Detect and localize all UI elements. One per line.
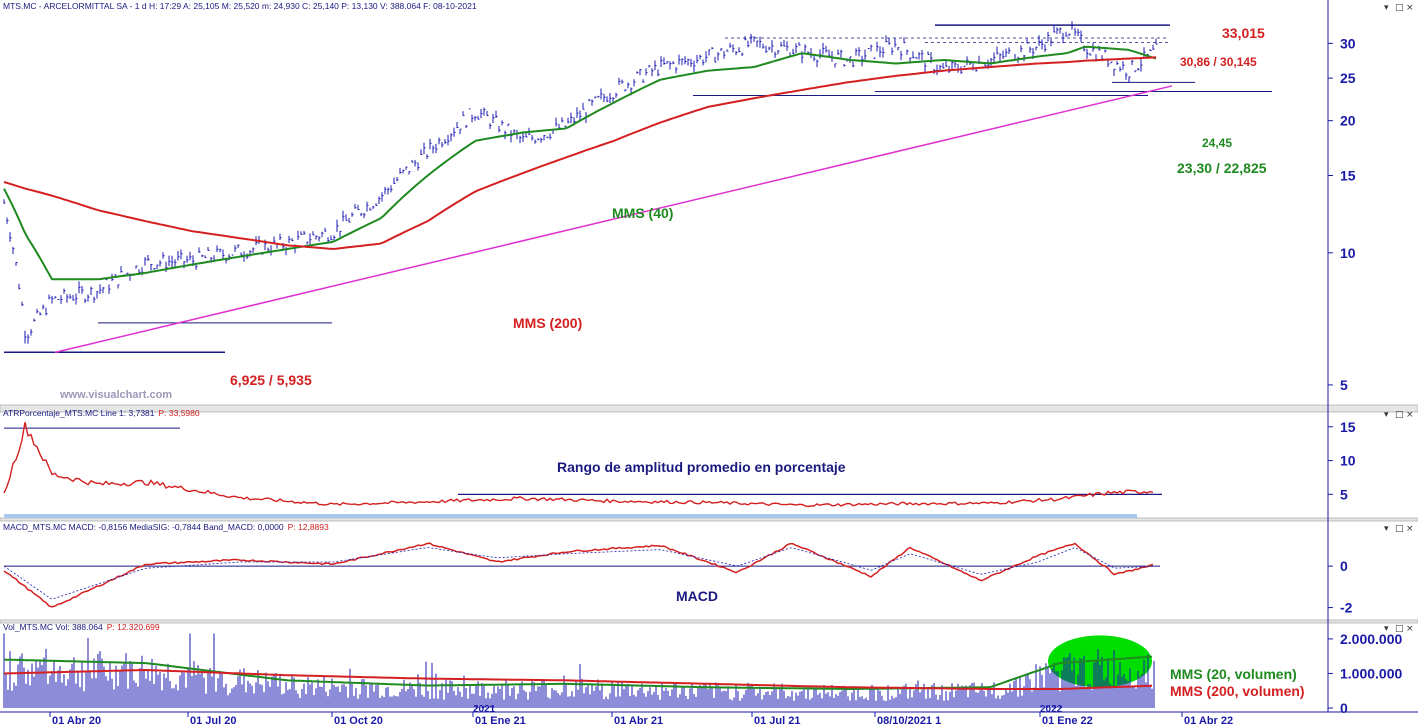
atr-tick-label: 5 <box>1340 486 1348 502</box>
resistance-label: 33,015 <box>1222 25 1265 41</box>
volume-mms200-line <box>3 668 1153 690</box>
panel-divider <box>0 517 1418 522</box>
restore-icon[interactable]: □ <box>1395 624 1404 634</box>
close-icon[interactable]: × <box>1406 524 1414 534</box>
atr-header-p: P: 33,5980 <box>159 408 200 418</box>
volume-mms20-label: MMS (20, volumen) <box>1170 666 1297 682</box>
macd-header-name: MACD_MTS.MC MACD: -0,8156 MediaSIG: -0,7… <box>3 522 284 532</box>
volume-panel-header: Vol_MTS.MC Vol: 388.064 P: 12.320.699 <box>3 622 160 632</box>
x-tick-label: 08/10/2021 1 <box>877 715 941 725</box>
price-tick-label: 15 <box>1340 168 1356 184</box>
volume-tick-label: 2.000.000 <box>1340 631 1402 647</box>
price-tick-label: 25 <box>1340 70 1356 86</box>
macd-tick-label: -2 <box>1340 600 1353 616</box>
year-marker: 2022 <box>1040 704 1063 715</box>
close-icon[interactable]: × <box>1406 624 1414 634</box>
atr-panel-header: ATRPorcentaje_MTS.MC Line 1: 3,7381 P: 33… <box>3 408 200 418</box>
volume-header-p: P: 12.320.699 <box>107 622 160 632</box>
panel-divider <box>0 404 1418 413</box>
atr-header-name: ATRPorcentaje_MTS.MC Line 1: 3,7381 <box>3 408 155 418</box>
restore-icon[interactable]: □ <box>1395 3 1404 13</box>
trendline <box>54 85 1173 354</box>
volume-mms200-label: MMS (200, volumen) <box>1170 683 1305 699</box>
minimize-icon[interactable]: ▾ <box>1384 410 1389 420</box>
volume-tick-label: 0 <box>1340 700 1348 716</box>
x-axis: 01 Abr 20 01 Jul 20 01 Oct 20 01 Ene 21 01 A… <box>49 704 1233 725</box>
price-panel-controls: ▾ □ × <box>1384 3 1414 13</box>
year-marker: 2021 <box>473 704 496 715</box>
atr-panel-controls: ▾ □ × <box>1384 410 1414 420</box>
mms40-label: MMS (40) <box>612 205 673 221</box>
macd-header-p: P: 12,8893 <box>288 522 329 532</box>
x-tick-label: 01 Ene 22 <box>1042 715 1093 725</box>
panel-divider <box>0 619 1418 624</box>
close-icon[interactable]: × <box>1406 3 1414 13</box>
range-top-label: 30,86 / 30,145 <box>1180 55 1257 69</box>
atr-tick-label: 10 <box>1340 453 1356 469</box>
low-label: 6,925 / 5,935 <box>230 372 312 388</box>
close-icon[interactable]: × <box>1406 410 1414 420</box>
macd-panel[interactable] <box>3 542 1160 608</box>
mms200-label: MMS (200) <box>513 315 582 331</box>
watermark: www.visualchart.com <box>59 389 172 401</box>
volume-panel-controls: ▾ □ × <box>1384 624 1414 634</box>
minimize-icon[interactable]: ▾ <box>1384 3 1389 13</box>
volume-mms20-line <box>3 655 1153 690</box>
atr-title: Rango de amplitud promedio en porcentaje <box>557 459 846 475</box>
macd-panel-controls: ▾ □ × <box>1384 524 1414 534</box>
macd-panel-header: MACD_MTS.MC MACD: -0,8156 MediaSIG: -0,7… <box>3 522 329 532</box>
price-tick-label: 5 <box>1340 377 1348 393</box>
price-tick-label: 30 <box>1340 35 1356 51</box>
x-tick-label: 01 Jul 21 <box>754 715 800 725</box>
volume-header-name: Vol_MTS.MC Vol: 388.064 <box>3 622 103 632</box>
atr-line <box>3 422 1154 508</box>
volume-tick-label: 1.000.000 <box>1340 665 1402 681</box>
restore-icon[interactable]: □ <box>1395 524 1404 534</box>
x-tick-label: 01 Ene 21 <box>475 715 526 725</box>
price-panel-header: MTS.MC - ARCELORMITTAL SA - 1 d H: 17:29… <box>3 1 477 11</box>
macd-title: MACD <box>676 588 718 604</box>
x-tick-label: 01 Abr 21 <box>614 715 663 725</box>
signal-line <box>3 547 1154 600</box>
x-tick-label: 01 Abr 22 <box>1184 715 1233 725</box>
mms200-line <box>3 56 1157 250</box>
macd-line <box>3 542 1154 608</box>
y-axes: 5 10 15 20 25 30 5 10 15 -2 0 0 1.000.000 2.000.000 <box>1328 35 1402 716</box>
atr-tick-label: 15 <box>1340 419 1356 435</box>
price-tick-label: 20 <box>1340 113 1356 129</box>
x-tick-label: 01 Oct 20 <box>334 715 383 725</box>
price-panel[interactable] <box>3 21 1272 354</box>
support-short-label: 24,45 <box>1202 136 1232 150</box>
x-tick-label: 01 Abr 20 <box>52 715 101 725</box>
restore-icon[interactable]: □ <box>1395 410 1404 420</box>
macd-tick-label: 0 <box>1340 558 1348 574</box>
minimize-icon[interactable]: ▾ <box>1384 524 1389 534</box>
volume-panel[interactable] <box>3 633 1155 708</box>
support-label: 23,30 / 22,825 <box>1177 160 1267 176</box>
mms40-line <box>3 45 1157 281</box>
atr-panel[interactable] <box>3 422 1162 518</box>
minimize-icon[interactable]: ▾ <box>1384 624 1389 634</box>
price-tick-label: 10 <box>1340 245 1356 261</box>
x-tick-label: 01 Jul 20 <box>190 715 236 725</box>
